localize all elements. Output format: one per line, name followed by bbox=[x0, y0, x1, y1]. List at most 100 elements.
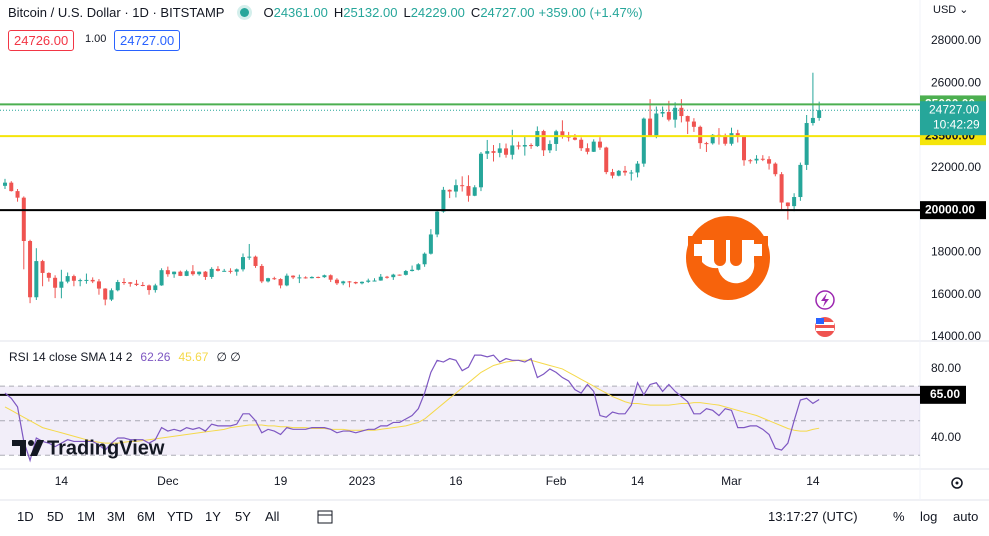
range-button[interactable]: 5D bbox=[47, 509, 64, 524]
candle-body bbox=[96, 281, 101, 289]
candle-body bbox=[691, 121, 696, 127]
ohlc-key: L bbox=[403, 5, 411, 20]
candle-body bbox=[46, 272, 51, 278]
candle-body bbox=[541, 131, 546, 151]
range-button[interactable]: 5Y bbox=[235, 509, 251, 524]
rsi-label: 65.00 bbox=[930, 387, 960, 401]
rsi-legend: RSI 14 close SMA 14 2 62.26 45.67 ∅ ∅ bbox=[9, 350, 241, 364]
candle-body bbox=[184, 271, 189, 276]
ohlc-key: H bbox=[333, 5, 344, 20]
settings-icon[interactable] bbox=[951, 477, 963, 489]
candle-body bbox=[159, 270, 164, 286]
candle-body bbox=[535, 131, 540, 147]
candle-body bbox=[441, 189, 446, 212]
candle-body bbox=[28, 241, 33, 298]
symbol-title[interactable]: Bitcoin / U.S. Dollar · 1D · BITSTAMP bbox=[8, 5, 225, 20]
candle-body bbox=[616, 170, 621, 176]
candle-body bbox=[3, 182, 8, 186]
ohlc-value: 24229.00 bbox=[410, 5, 465, 20]
buy-button[interactable]: 24727.00 bbox=[114, 30, 181, 51]
clock[interactable]: 13:17:27 (UTC) bbox=[768, 509, 858, 524]
y-tick-label: 26000.00 bbox=[931, 75, 981, 89]
candle-body bbox=[529, 145, 534, 147]
candle-body bbox=[447, 189, 452, 192]
y-tick-label: 16000.00 bbox=[931, 287, 981, 301]
range-button[interactable]: All bbox=[265, 509, 280, 524]
range-button[interactable]: YTD bbox=[167, 509, 193, 524]
candle-body bbox=[666, 112, 671, 120]
candle-body bbox=[597, 141, 602, 148]
y-tick-label: 18000.00 bbox=[931, 245, 981, 259]
scale-option[interactable]: log bbox=[920, 509, 938, 524]
header: Bitcoin / U.S. Dollar · 1D · BITSTAMP O2… bbox=[8, 5, 643, 20]
range-button[interactable]: 1D bbox=[17, 509, 34, 524]
candle-body bbox=[804, 123, 809, 165]
candle-body bbox=[491, 151, 496, 153]
candle-body bbox=[591, 141, 596, 152]
x-tick-label: 2023 bbox=[349, 474, 376, 488]
candle-body bbox=[234, 269, 239, 272]
candle-body bbox=[760, 158, 765, 160]
candle-body bbox=[742, 136, 747, 161]
candle-body bbox=[729, 133, 734, 144]
x-tick-label: 19 bbox=[274, 474, 288, 488]
candle-body bbox=[341, 281, 346, 284]
candle-body bbox=[466, 186, 471, 196]
candle-body bbox=[84, 279, 89, 281]
range-button[interactable]: 6M bbox=[137, 509, 156, 524]
candle-body bbox=[197, 271, 202, 275]
candle-body bbox=[103, 288, 108, 300]
candle-body bbox=[65, 276, 70, 282]
candle-body bbox=[516, 145, 521, 147]
rsi-label-box bbox=[920, 385, 966, 404]
last-price-box bbox=[920, 101, 986, 136]
candle-body bbox=[284, 275, 289, 286]
scale-option[interactable]: % bbox=[893, 509, 905, 524]
candle-body bbox=[403, 271, 408, 275]
candle-body bbox=[748, 160, 753, 162]
candle-body bbox=[190, 271, 195, 275]
candle-body bbox=[623, 170, 628, 173]
candle-body bbox=[810, 117, 815, 124]
candle-body bbox=[428, 234, 433, 254]
candle-body bbox=[53, 277, 58, 288]
candle-body bbox=[397, 274, 402, 276]
ohlc-legend: O24361.00 H25132.00 L24229.00 C24727.00 bbox=[263, 5, 534, 20]
candle-body bbox=[347, 281, 352, 283]
series-line bbox=[4, 354, 820, 463]
candle-body bbox=[604, 147, 609, 173]
quantity[interactable]: 1.00 bbox=[85, 33, 107, 45]
side-icons[interactable] bbox=[815, 290, 835, 337]
candle-body bbox=[723, 136, 728, 144]
candle-body bbox=[522, 145, 527, 147]
candle-body bbox=[547, 143, 552, 151]
candle-body bbox=[322, 275, 327, 278]
currency-menu[interactable]: USD ⌄ bbox=[933, 4, 969, 16]
scale-option[interactable]: auto bbox=[953, 509, 979, 524]
candle-body bbox=[147, 285, 152, 291]
price-pane bbox=[0, 72, 920, 306]
ohlc-value: 24727.00 bbox=[480, 5, 535, 20]
candle-body bbox=[153, 285, 158, 291]
candle-body bbox=[334, 279, 339, 284]
candle-body bbox=[353, 282, 358, 284]
candle-body bbox=[773, 163, 778, 175]
candle-body bbox=[660, 112, 665, 114]
currency[interactable]: USD bbox=[933, 4, 957, 16]
x-tick-label: Mar bbox=[721, 474, 742, 488]
range-button[interactable]: 3M bbox=[107, 509, 126, 524]
countdown: 10:42:29 bbox=[933, 117, 980, 131]
candle-body bbox=[259, 265, 264, 282]
calendar-icon[interactable] bbox=[317, 510, 333, 524]
rsi-pane bbox=[0, 354, 920, 463]
range-button[interactable]: 1Y bbox=[205, 509, 221, 524]
candle-body bbox=[391, 274, 396, 278]
candle-body bbox=[472, 187, 477, 196]
range-button[interactable]: 1M bbox=[77, 509, 96, 524]
change: +359.00 (+1.47%) bbox=[538, 5, 643, 20]
candle-body bbox=[134, 283, 139, 285]
brand-logo: TradingView bbox=[12, 437, 165, 459]
ohlc-value: 24361.00 bbox=[273, 5, 328, 20]
ohlc-item: O24361.00 bbox=[263, 5, 327, 20]
sell-button[interactable]: 24726.00 bbox=[8, 30, 75, 51]
